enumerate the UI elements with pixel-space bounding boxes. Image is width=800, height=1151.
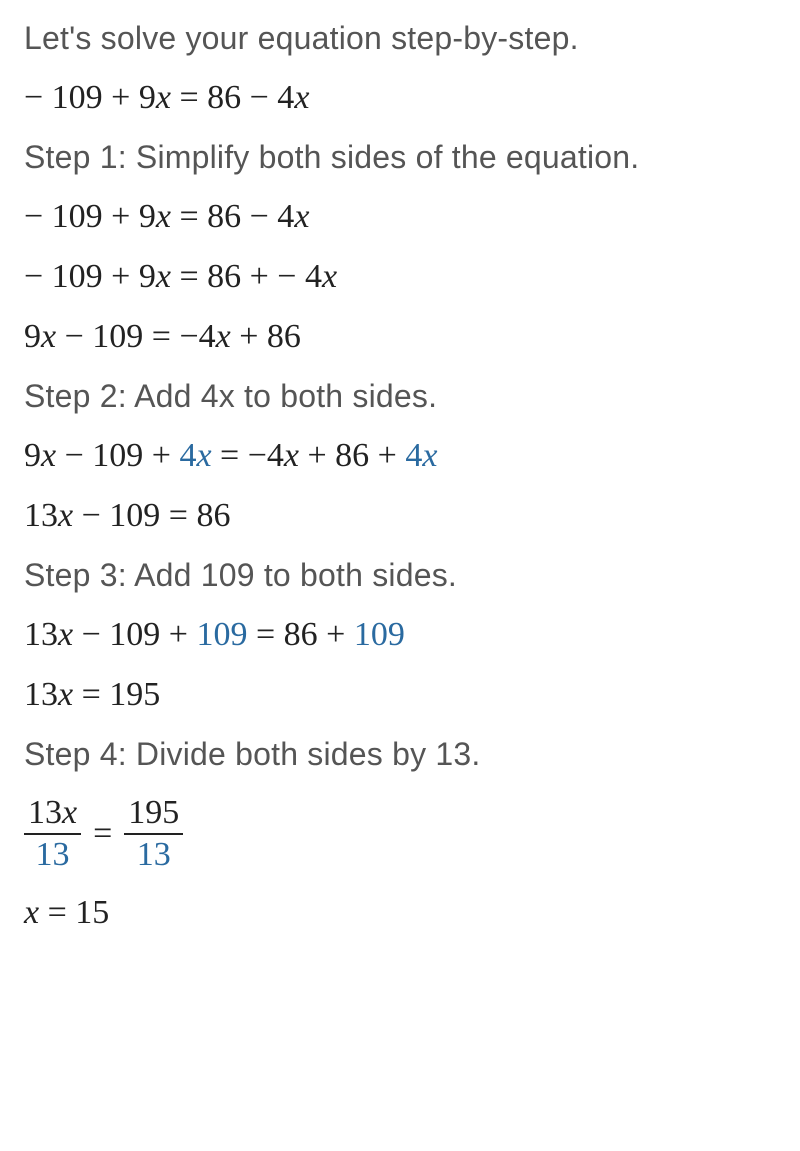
- x-var: x: [58, 676, 73, 713]
- eq-part: 9: [24, 318, 41, 355]
- x-var: x: [196, 437, 211, 474]
- step1-title: Step 1: Simplify both sides of the equat…: [24, 139, 776, 176]
- x-var: x: [294, 79, 309, 116]
- eq-part: − 109 = 86: [73, 497, 230, 534]
- x-var: x: [284, 437, 299, 474]
- step3-title: Step 3: Add 109 to both sides.: [24, 557, 776, 594]
- added-term: 109: [196, 616, 247, 653]
- eq-part: = 15: [39, 894, 109, 931]
- eq-part: = −4: [212, 437, 284, 474]
- denominator: 13: [137, 835, 171, 873]
- eq-part: 9: [24, 437, 41, 474]
- step3-eq1: 13x − 109 + 109 = 86 + 109: [24, 616, 776, 654]
- eq-part: = 86 +: [247, 616, 353, 653]
- x-var: x: [422, 437, 437, 474]
- intro-text: Let's solve your equation step-by-step.: [24, 20, 776, 57]
- x-var: x: [216, 318, 231, 355]
- eq-part: − 109 +: [56, 437, 179, 474]
- eq-part: 13: [24, 497, 58, 534]
- x-var: x: [156, 79, 171, 116]
- eq-part: 13: [24, 676, 58, 713]
- step2-eq1: 9x − 109 + 4x = −4x + 86 + 4x: [24, 437, 776, 475]
- hl-num: 4: [405, 437, 422, 474]
- hl-num: 4: [179, 437, 196, 474]
- step2-eq2: 13x − 109 = 86: [24, 497, 776, 535]
- eq-part: = 86 − 4: [171, 198, 294, 235]
- step1-eq2: − 109 + 9x = 86 + − 4x: [24, 258, 776, 296]
- eq-part: + 86: [231, 318, 301, 355]
- given-lhs: − 109 + 9: [24, 79, 156, 116]
- x-var: x: [322, 258, 337, 295]
- step2-title: Step 2: Add 4x to both sides.: [24, 378, 776, 415]
- x-var: x: [41, 318, 56, 355]
- x-var: x: [62, 794, 77, 831]
- added-term: 4x: [179, 437, 211, 474]
- x-var: x: [294, 198, 309, 235]
- x-var: x: [156, 198, 171, 235]
- x-var: x: [41, 437, 56, 474]
- x-var: x: [58, 616, 73, 653]
- numerator: 13x: [24, 795, 81, 835]
- num-text: 13: [28, 794, 62, 831]
- step3-eq2: 13x = 195: [24, 676, 776, 714]
- added-term: 4x: [405, 437, 437, 474]
- eq-part: = 86 + − 4: [171, 258, 322, 295]
- eq-part: = 195: [73, 676, 160, 713]
- numerator: 195: [124, 795, 183, 835]
- step1-eq1: − 109 + 9x = 86 − 4x: [24, 198, 776, 236]
- given-rhs: = 86 − 4: [171, 79, 294, 116]
- eq-part: − 109 +: [73, 616, 196, 653]
- eq-part: − 109 + 9: [24, 258, 156, 295]
- eq-part: − 109 + 9: [24, 198, 156, 235]
- given-equation: − 109 + 9x = 86 − 4x: [24, 79, 776, 117]
- fraction-right: 195 13: [124, 795, 183, 872]
- eq-part: 13: [24, 616, 58, 653]
- fraction-left: 13x 13: [24, 795, 81, 872]
- equals-sign: =: [93, 815, 112, 853]
- eq-part: − 109 = −4: [56, 318, 216, 355]
- x-var: x: [58, 497, 73, 534]
- added-term: 109: [354, 616, 405, 653]
- step4-result: x = 15: [24, 894, 776, 932]
- eq-part: + 86 +: [299, 437, 405, 474]
- step1-eq3: 9x − 109 = −4x + 86: [24, 318, 776, 356]
- x-var: x: [24, 894, 39, 931]
- step4-fraction-eq: 13x 13 = 195 13: [24, 795, 776, 872]
- denominator: 13: [36, 835, 70, 873]
- x-var: x: [156, 258, 171, 295]
- step4-title: Step 4: Divide both sides by 13.: [24, 736, 776, 773]
